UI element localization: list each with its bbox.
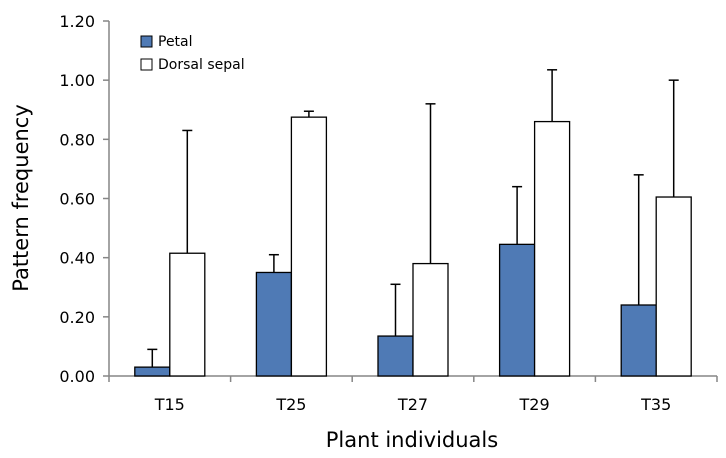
petal-bar-t27 bbox=[377, 335, 414, 377]
dorsal-sepal-bar-t29 bbox=[533, 120, 571, 377]
tick-labels: 0.00 0.20 0.40 0.60 0.80 1.00 1.20 T15 T25 T27 T29… bbox=[59, 12, 671, 414]
x-tick-label: T25 bbox=[275, 395, 306, 414]
y-tick-label: 0.40 bbox=[59, 249, 95, 268]
error-bars bbox=[147, 69, 679, 368]
dorsal-sepal-bar-t25 bbox=[290, 116, 328, 377]
x-tick-label: T15 bbox=[154, 395, 185, 414]
y-tick-label: 1.20 bbox=[59, 12, 95, 31]
petal-bar-t25 bbox=[255, 271, 293, 377]
legend-label: Petal bbox=[158, 34, 193, 50]
y-tick-label: 0.60 bbox=[59, 190, 95, 209]
legend-swatch bbox=[140, 58, 153, 71]
y-tick-label: 0.80 bbox=[59, 130, 95, 149]
y-tick-label: 0.00 bbox=[59, 367, 95, 386]
bars bbox=[134, 116, 692, 377]
y-tick-label: 1.00 bbox=[59, 71, 95, 90]
x-tick-label: T35 bbox=[640, 395, 671, 414]
x-axis-title: Plant individuals bbox=[326, 428, 498, 452]
dorsal-sepal-bar-t35 bbox=[655, 196, 692, 377]
y-tick-label: 0.20 bbox=[59, 308, 95, 327]
dorsal-sepal-bar-t27 bbox=[412, 262, 449, 377]
petal-bar-t15 bbox=[134, 366, 171, 377]
y-axis-title: Pattern frequency bbox=[9, 104, 33, 292]
axes bbox=[103, 20, 718, 382]
petal-bar-t29 bbox=[498, 243, 536, 377]
dorsal-sepal-bar-t15 bbox=[169, 252, 206, 377]
legend: Petal Dorsal sepal bbox=[140, 34, 245, 73]
legend-label: Dorsal sepal bbox=[158, 57, 245, 73]
x-tick-label: T27 bbox=[397, 395, 428, 414]
petal-bar-t35 bbox=[620, 304, 657, 377]
x-tick-label: T29 bbox=[519, 395, 550, 414]
legend-swatch bbox=[140, 35, 153, 48]
